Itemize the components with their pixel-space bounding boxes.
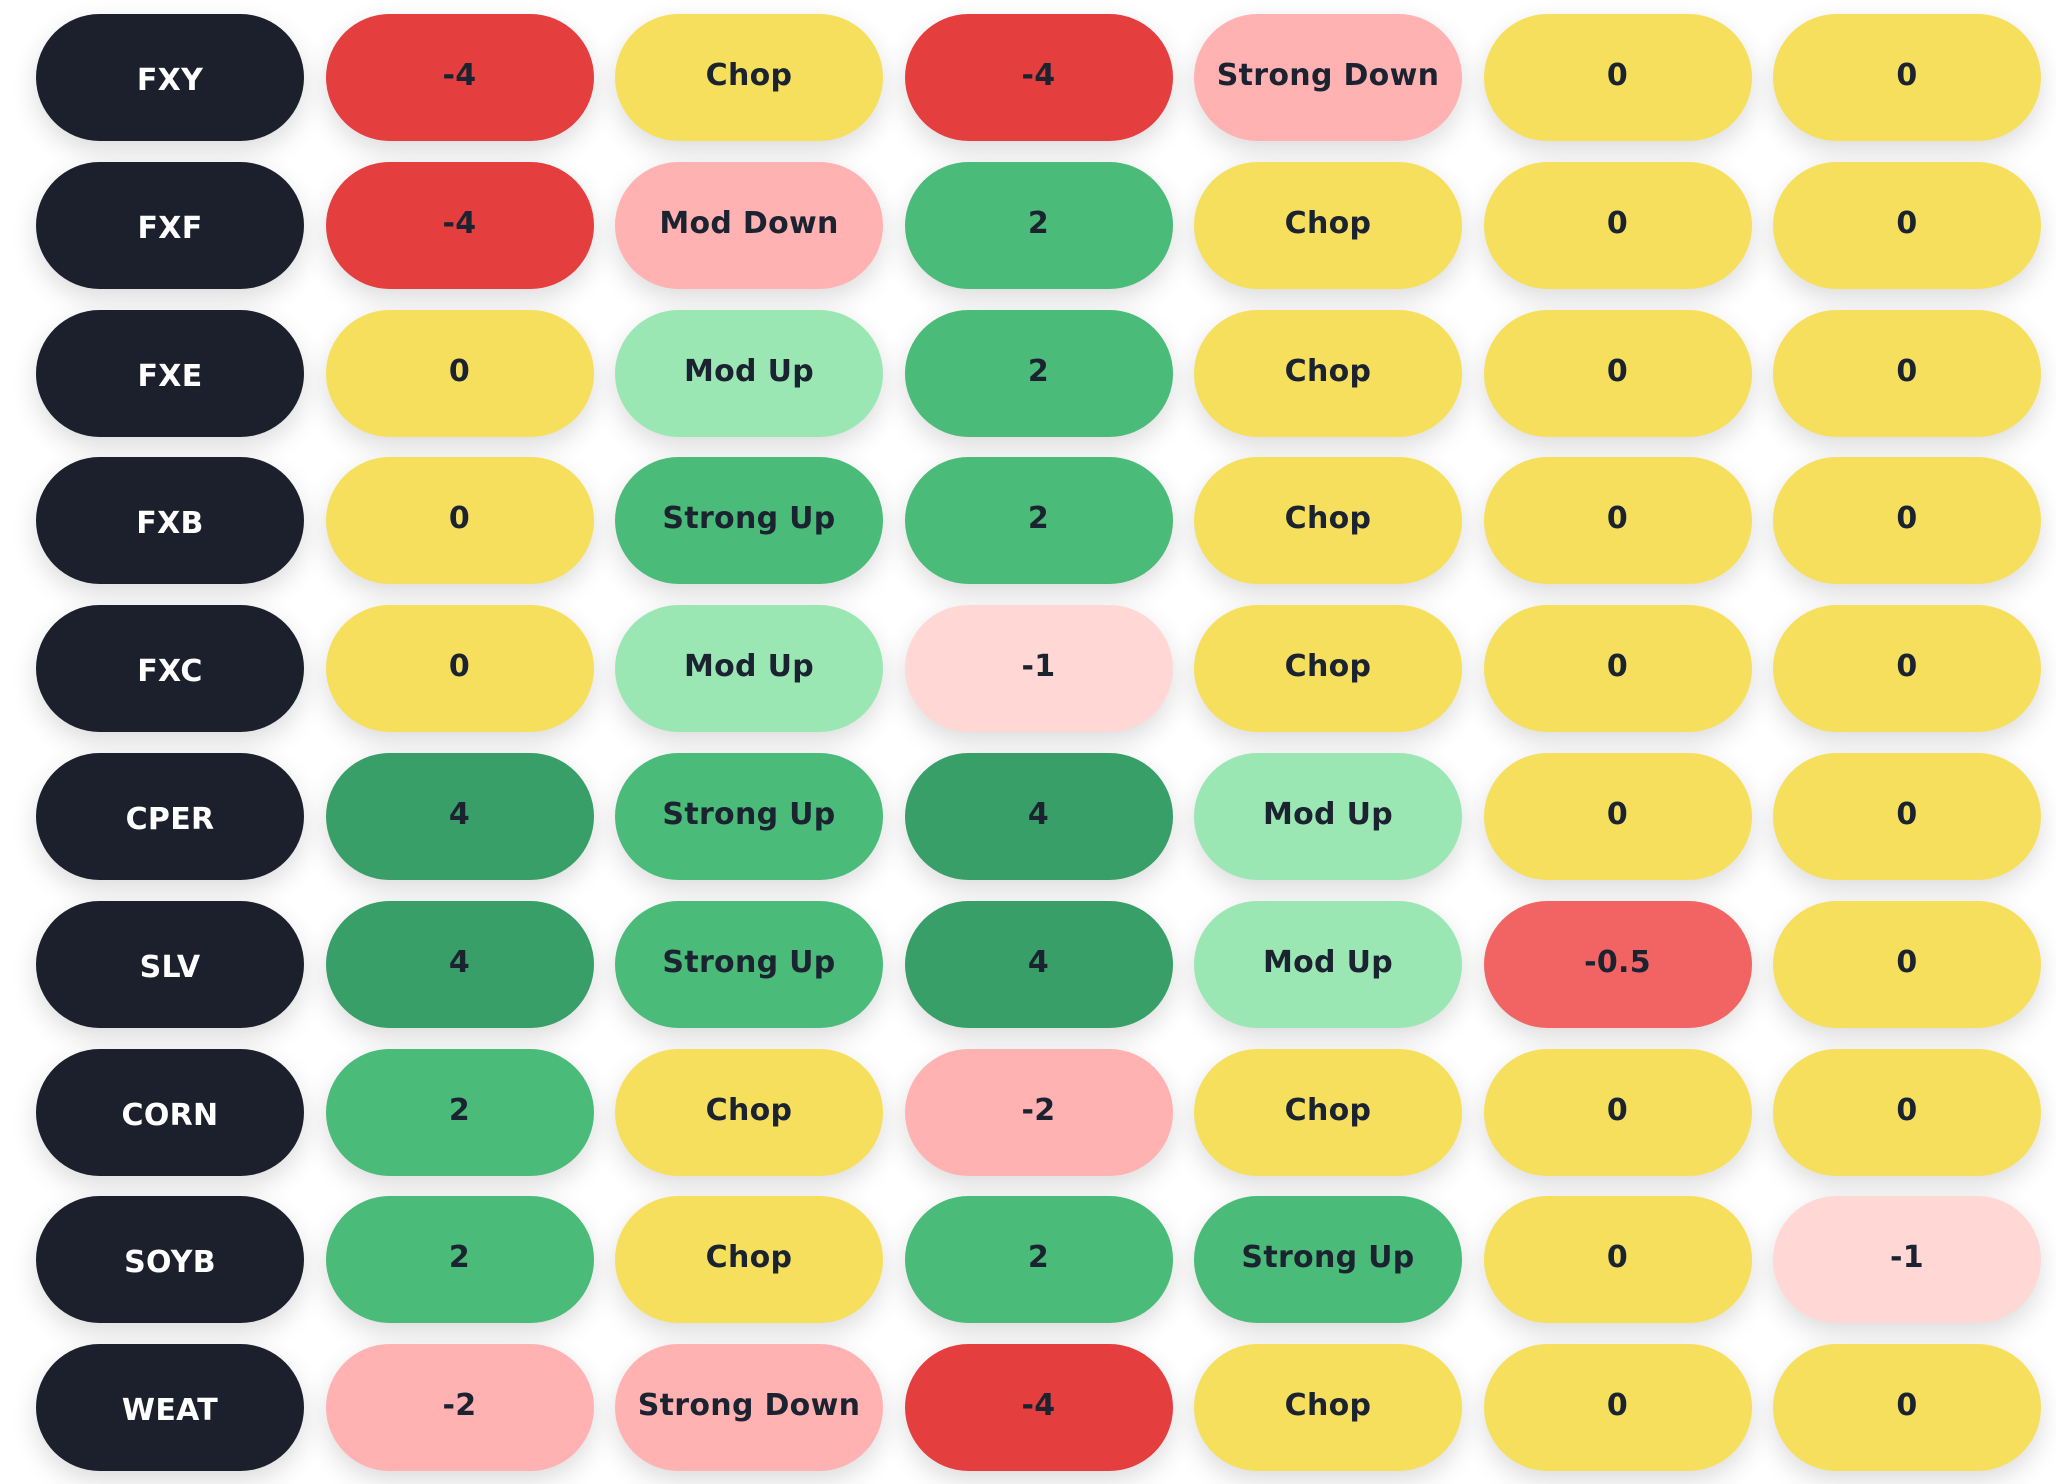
signal-cell: 4: [904, 752, 1173, 880]
signal-cell: -4: [325, 14, 594, 141]
signal-cell: 0: [1773, 457, 2041, 585]
signal-cell: 0: [1773, 1048, 2041, 1176]
signal-cell: -0.5: [1483, 900, 1752, 1028]
signal-cell: Chop: [1194, 161, 1462, 289]
signal-cell: 0: [1483, 1196, 1752, 1324]
signal-cell: -1: [904, 605, 1173, 733]
ticker-badge: FXE: [36, 309, 304, 437]
signal-cell: Mod Up: [1194, 752, 1462, 880]
signal-cell: Mod Up: [615, 309, 883, 437]
ticker-badge: FXY: [36, 14, 304, 141]
signal-cell: -4: [904, 14, 1173, 141]
signal-cell: 0: [1773, 900, 2041, 1028]
signal-cell: 0: [1483, 14, 1752, 141]
signal-cell: 4: [325, 900, 594, 1028]
signal-cell: -1: [1773, 1196, 2041, 1324]
signal-cell: 0: [1773, 14, 2041, 141]
signal-cell: Mod Up: [615, 605, 883, 733]
signal-cell: 0: [1773, 752, 2041, 880]
signal-cell: 0: [1483, 605, 1752, 733]
signal-cell: 0: [1483, 1048, 1752, 1176]
signal-cell: 0: [1483, 752, 1752, 880]
ticker-badge: WEAT: [36, 1344, 304, 1472]
signal-cell: Chop: [615, 14, 883, 141]
signal-cell: Mod Down: [615, 161, 883, 289]
signal-cell: Chop: [615, 1048, 883, 1176]
ticker-badge: SLV: [36, 900, 304, 1028]
signal-cell: Strong Down: [1194, 14, 1462, 141]
signal-cell: Strong Down: [615, 1344, 883, 1472]
ticker-badge: SOYB: [36, 1196, 304, 1324]
signal-cell: Strong Up: [1194, 1196, 1462, 1324]
signal-cell: 0: [1483, 161, 1752, 289]
signal-cell: 4: [325, 752, 594, 880]
trend-matrix: FXY -4 Chop -4 Strong Down 0 0 FXF -4 Mod Down 2 Ch…: [36, 14, 2041, 1472]
signal-cell: 0: [1483, 309, 1752, 437]
signal-cell: -4: [904, 1344, 1173, 1472]
signal-cell: Chop: [1194, 1344, 1462, 1472]
signal-cell: Mod Up: [1194, 900, 1462, 1028]
signal-cell: 2: [325, 1196, 594, 1324]
signal-cell: 2: [325, 1048, 594, 1176]
signal-cell: 0: [1483, 1344, 1752, 1472]
signal-cell: 4: [904, 900, 1173, 1028]
signal-cell: 2: [904, 1196, 1173, 1324]
ticker-badge: CPER: [36, 752, 304, 880]
signal-cell: 0: [1773, 161, 2041, 289]
signal-cell: 0: [1483, 457, 1752, 585]
signal-cell: 0: [1773, 605, 2041, 733]
signal-cell: Chop: [1194, 309, 1462, 437]
signal-cell: 0: [325, 309, 594, 437]
signal-cell: 0: [325, 605, 594, 733]
signal-cell: 2: [904, 457, 1173, 585]
signal-cell: 2: [904, 309, 1173, 437]
signal-cell: Strong Up: [615, 900, 883, 1028]
signal-cell: Strong Up: [615, 457, 883, 585]
signal-cell: -2: [904, 1048, 1173, 1176]
signal-cell: -2: [325, 1344, 594, 1472]
ticker-badge: FXF: [36, 161, 304, 289]
ticker-badge: CORN: [36, 1048, 304, 1176]
signal-cell: -4: [325, 161, 594, 289]
signal-cell: Chop: [615, 1196, 883, 1324]
signal-cell: Chop: [1194, 605, 1462, 733]
signal-cell: 2: [904, 161, 1173, 289]
signal-cell: 0: [325, 457, 594, 585]
signal-cell: Chop: [1194, 457, 1462, 585]
ticker-badge: FXC: [36, 605, 304, 733]
signal-cell: Strong Up: [615, 752, 883, 880]
signal-cell: 0: [1773, 1344, 2041, 1472]
ticker-badge: FXB: [36, 457, 304, 585]
signal-cell: Chop: [1194, 1048, 1462, 1176]
signal-cell: 0: [1773, 309, 2041, 437]
